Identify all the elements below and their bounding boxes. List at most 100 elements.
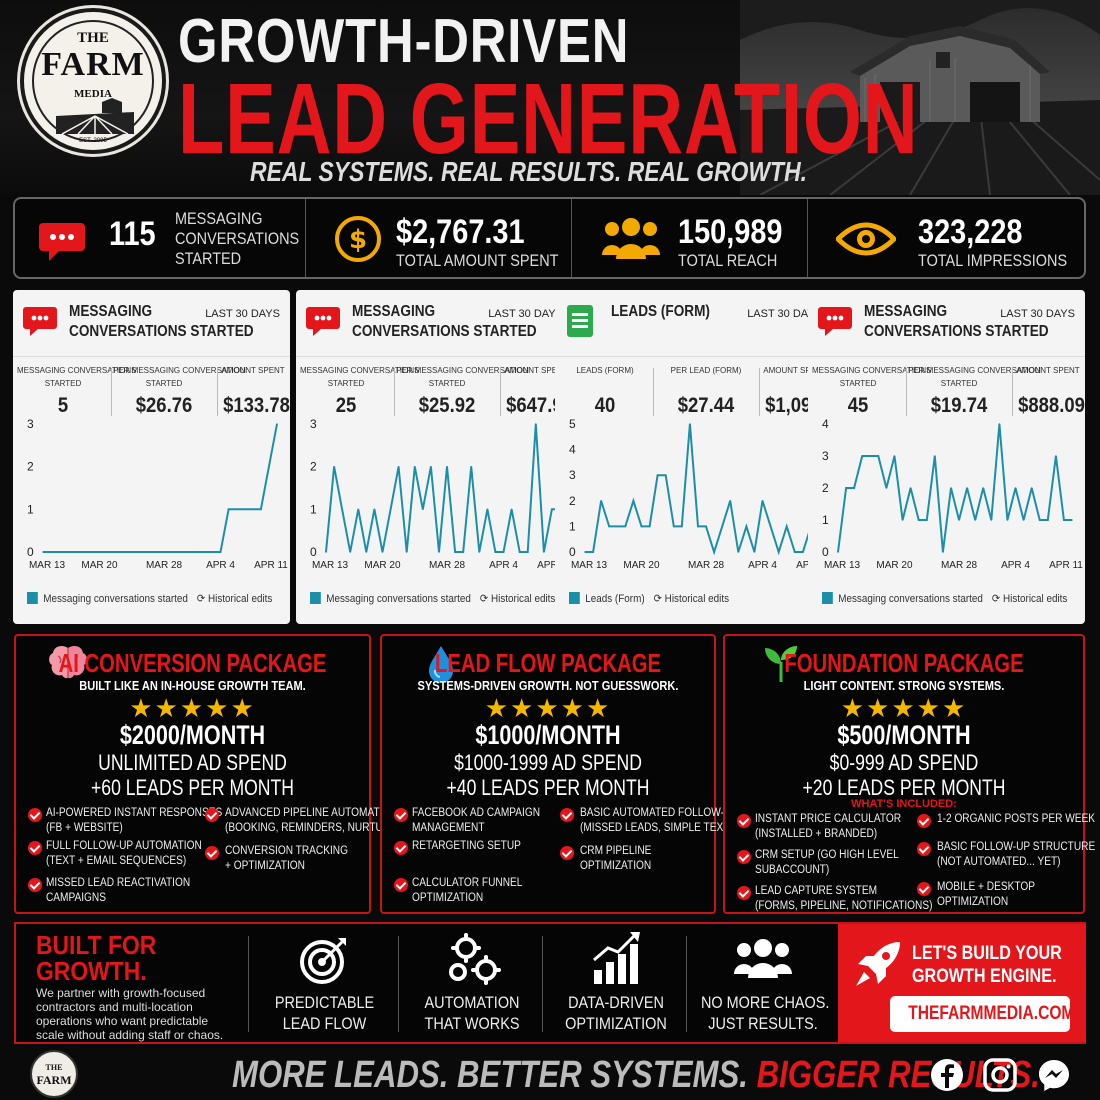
x-tick-label: APR 11 bbox=[1049, 560, 1083, 571]
feature-label: AUTOMATION THAT WORKS bbox=[424, 993, 520, 1033]
package-feature: BASIC FOLLOW-UP STRUCTURE (NOT AUTOMATED… bbox=[937, 841, 1096, 868]
data-point bbox=[276, 423, 278, 425]
check-icon bbox=[737, 850, 751, 864]
x-tick-label: MAR 28 bbox=[429, 560, 466, 571]
data-point bbox=[608, 525, 611, 528]
metric-value: 5 bbox=[57, 394, 69, 417]
metric-card: LEADS (FORM) LAST 30 DAYS LEADS (FORM) 40 PE… bbox=[555, 290, 832, 624]
feature-lead-flow: PREDICTABLE LEAD FLOW bbox=[252, 924, 397, 1042]
package-feature: RETARGETING SETUP bbox=[412, 840, 521, 852]
footer-logo: THE FARM bbox=[30, 1050, 78, 1098]
metric-value: $19.74 bbox=[930, 394, 988, 417]
water-drop-icon bbox=[429, 646, 453, 683]
package-price: $2000/MONTH bbox=[119, 720, 266, 750]
package-feature: 1-2 ORGANIC POSTS PER WEEK bbox=[937, 813, 1096, 825]
check-icon bbox=[560, 808, 574, 822]
data-point bbox=[397, 465, 400, 468]
chart-legend: Messaging conversations started ⟳ Histori… bbox=[27, 592, 272, 605]
data-point bbox=[729, 500, 732, 502]
messenger-icon[interactable] bbox=[1037, 1058, 1071, 1092]
line-chart: 0 1 2 3 MAR 13 MAR 20 MAR 28 APR 4 APR 11 bbox=[310, 417, 571, 571]
data-point bbox=[624, 525, 627, 528]
package-feature: INSTANT PRICE CALCULATOR (INSTALLED + BR… bbox=[755, 813, 902, 840]
data-point bbox=[885, 487, 888, 489]
package-feature: AI-POWERED INSTANT RESPONSES (FB + WEBSI… bbox=[46, 807, 223, 834]
data-point bbox=[526, 551, 529, 553]
gears-icon bbox=[449, 933, 501, 985]
data-point bbox=[1030, 487, 1033, 489]
y-tick-label: 0 bbox=[27, 545, 34, 559]
check-icon bbox=[394, 808, 408, 822]
data-point bbox=[333, 465, 335, 468]
data-point bbox=[950, 487, 952, 489]
x-tick-label: MAR 13 bbox=[29, 560, 66, 571]
website-button[interactable]: THEFARMMEDIA.COM bbox=[890, 996, 1074, 1032]
data-point bbox=[934, 455, 936, 457]
instagram-icon[interactable] bbox=[983, 1058, 1017, 1092]
data-point bbox=[122, 551, 125, 553]
y-tick-label: 3 bbox=[569, 468, 576, 482]
data-point bbox=[219, 551, 222, 553]
check-icon bbox=[28, 808, 42, 822]
metric-value: $25.92 bbox=[418, 394, 476, 417]
chat-bubble-icon bbox=[23, 307, 57, 336]
metric-card: MESSAGING CONVERSATIONS STARTED LAST 30 D… bbox=[808, 290, 1085, 624]
data-point bbox=[422, 508, 424, 511]
data-point bbox=[681, 525, 683, 528]
logo-text-media: MEDIA bbox=[74, 88, 112, 100]
data-point bbox=[1055, 455, 1057, 457]
metric-label: LEADS (FORM) bbox=[576, 366, 634, 375]
rocket-icon bbox=[856, 942, 900, 986]
data-point bbox=[430, 465, 432, 468]
package-ad-spend: $1000-1999 AD SPEND bbox=[454, 750, 642, 775]
data-point bbox=[1014, 487, 1017, 489]
x-tick-label: MAR 28 bbox=[688, 560, 725, 571]
data-point bbox=[82, 551, 85, 553]
check-icon bbox=[917, 842, 931, 856]
y-tick-label: 2 bbox=[310, 460, 317, 474]
data-point bbox=[917, 519, 920, 521]
legend-historical-label: Historical edits bbox=[490, 593, 556, 605]
metric-label: AMOUNT SPENT bbox=[221, 366, 285, 375]
data-point bbox=[413, 465, 416, 468]
check-icon bbox=[917, 814, 931, 828]
x-tick-label: APR 4 bbox=[489, 560, 518, 571]
data-point bbox=[632, 500, 635, 502]
check-icon bbox=[394, 841, 408, 855]
svg-text:$: $ bbox=[349, 225, 367, 255]
metric-label: PER LEAD (FORM) bbox=[670, 366, 742, 375]
y-tick-label: 3 bbox=[310, 417, 317, 431]
star-rating: ★★★★★ bbox=[129, 694, 256, 724]
data-point bbox=[616, 525, 619, 528]
metric-value: 25 bbox=[335, 394, 357, 417]
y-tick-label: 2 bbox=[27, 460, 34, 474]
check-icon bbox=[560, 846, 574, 860]
history-icon: ⟳ bbox=[991, 593, 1003, 605]
package-leads: +60 LEADS PER MONTH bbox=[91, 775, 294, 800]
y-tick-label: 2 bbox=[822, 481, 829, 495]
y-tick-label: 0 bbox=[822, 545, 829, 559]
data-point bbox=[893, 455, 896, 457]
website-url: THEFARMMEDIA.COM bbox=[908, 1003, 1075, 1024]
data-point bbox=[713, 551, 715, 553]
data-point bbox=[697, 525, 699, 528]
line-chart: 0 1 2 3 4 MAR 13 MAR 20 MAR 28 APR 4 APR 11 bbox=[822, 417, 1083, 571]
data-point bbox=[470, 465, 473, 468]
metric-result: LEADS (FORM) 40 bbox=[559, 364, 651, 418]
cta-panel: LET'S BUILD YOUR GROWTH ENGINE. THEFARMM… bbox=[838, 924, 1086, 1042]
metric-label: MESSAGING CONVERSATIONS STARTED bbox=[17, 366, 137, 388]
package-leads: +20 LEADS PER MONTH bbox=[802, 775, 1006, 800]
metric-spent: AMOUNT SPENT $888.09 bbox=[1014, 364, 1085, 418]
star-rating: ★★★★★ bbox=[484, 694, 612, 724]
stat-value: 150,989 bbox=[678, 213, 783, 251]
data-point bbox=[518, 551, 521, 553]
facebook-icon[interactable] bbox=[930, 1058, 964, 1092]
metric-card: MESSAGING CONVERSATIONS STARTED LAST 30 D… bbox=[13, 290, 290, 624]
legend-series-label: Messaging conversations started bbox=[838, 593, 983, 605]
metric-value: $888.09 bbox=[1018, 394, 1085, 417]
hero-banner: THE FARM MEDIA EST. 2005 GROWTH-DRIVEN L… bbox=[0, 0, 1100, 195]
history-icon: ⟳ bbox=[653, 593, 665, 605]
package-subtitle: LIGHT CONTENT. STRONG SYSTEMS. bbox=[803, 678, 1005, 693]
y-tick-label: 0 bbox=[310, 545, 317, 559]
eye-icon bbox=[836, 222, 896, 256]
